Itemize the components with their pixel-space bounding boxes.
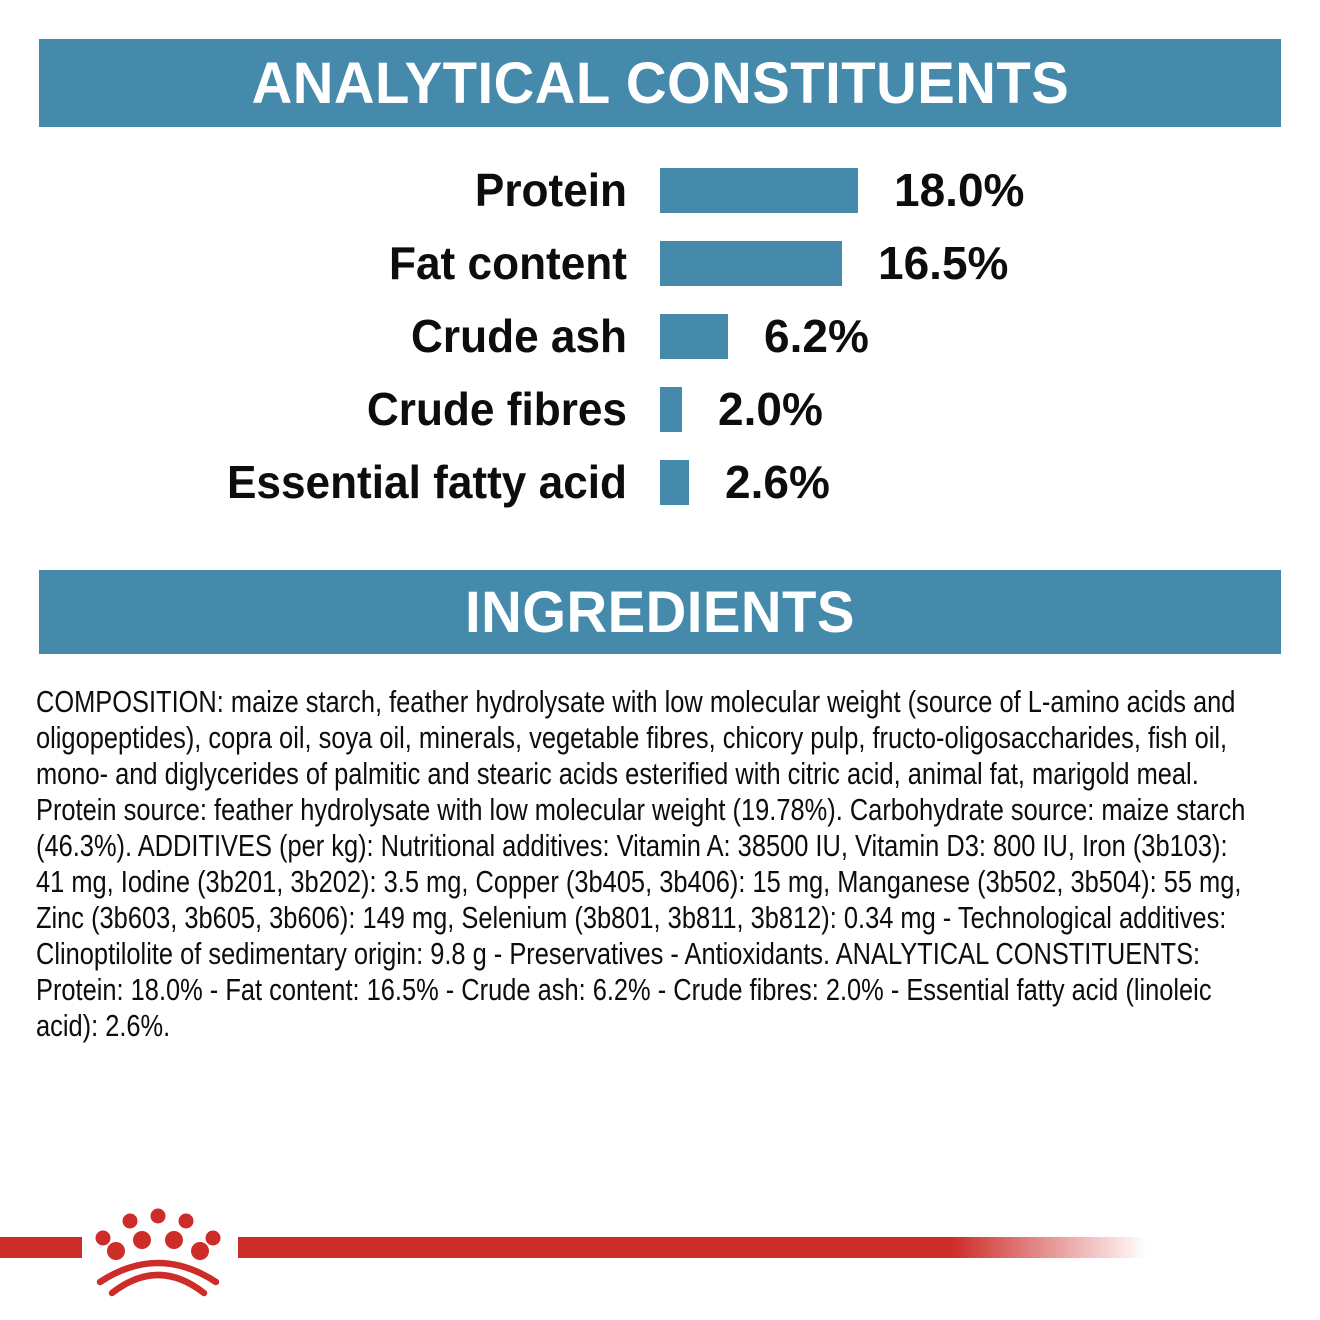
chart-row-value: 2.0% (718, 383, 823, 435)
chart-row-label: Fat content (389, 237, 627, 289)
chart-row: Essential fatty acid 2.6% (0, 456, 1320, 508)
chart-row-bar (660, 314, 728, 359)
royal-canin-crown-logo (95, 1208, 221, 1297)
chart-row-value: 16.5% (878, 237, 1009, 289)
chart-row: Crude ash 6.2% (0, 310, 1320, 362)
ingredients-title: INGREDIENTS (465, 579, 855, 645)
chart-row-bar (660, 460, 689, 505)
chart-row-label: Essential fatty acid (226, 456, 627, 508)
ingredients-banner: INGREDIENTS (39, 570, 1281, 654)
chart-row-label: Protein (474, 164, 627, 216)
chart-row: Protein 18.0% (0, 164, 1320, 216)
analytical-constituents-title: ANALYTICAL CONSTITUENTS (251, 50, 1069, 116)
chart-row-value: 6.2% (764, 310, 869, 362)
chart-row-bar (660, 168, 858, 213)
bar-chart: Protein 18.0% Fat content 16.5% Crude ash 6.2… (0, 0, 1320, 560)
chart-row-bar (660, 387, 682, 432)
chart-row-label: Crude fibres (366, 383, 627, 435)
composition-paragraph: COMPOSITION: maize starch, feather hydro… (36, 684, 1246, 1043)
chart-row-label: Crude ash (411, 310, 627, 362)
chart-row-value: 18.0% (894, 164, 1025, 216)
chart-row: Fat content 16.5% (0, 237, 1320, 289)
brand-band-right (238, 1237, 1320, 1258)
brand-band-left (0, 1237, 82, 1258)
chart-row-value: 2.6% (725, 456, 830, 508)
chart-row: Crude fibres 2.0% (0, 383, 1320, 435)
analytical-constituents-banner: ANALYTICAL CONSTITUENTS (39, 39, 1281, 127)
chart-row-bar (660, 241, 842, 286)
